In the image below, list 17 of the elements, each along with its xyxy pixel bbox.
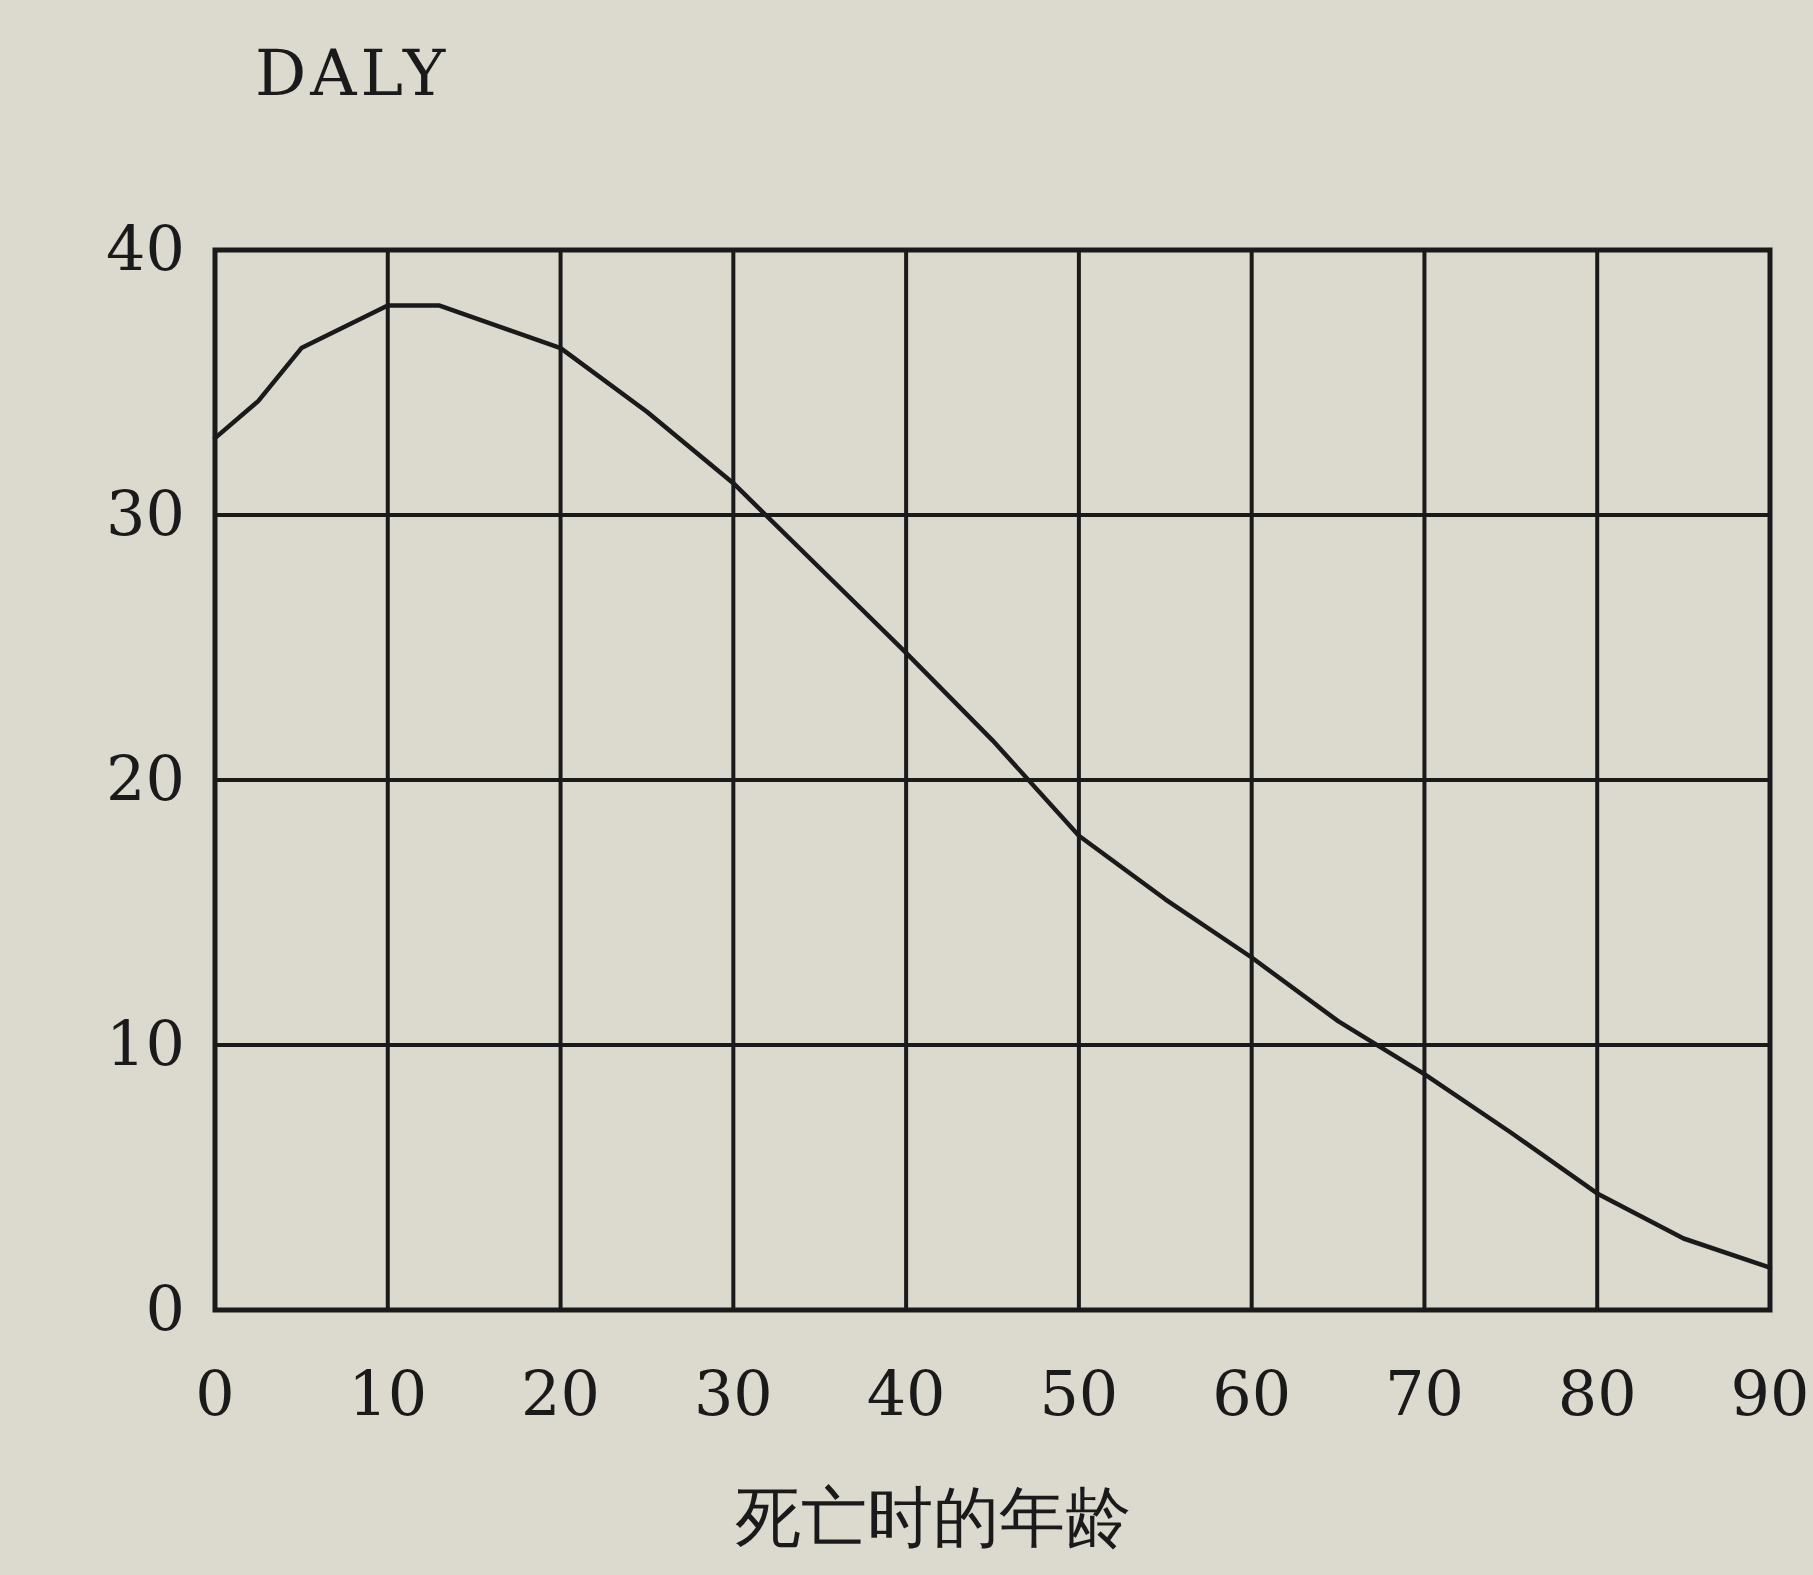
- x-tick-label: 40: [866, 1357, 946, 1430]
- y-tick-label: 0: [145, 1272, 185, 1345]
- x-axis-title: 死亡时的年龄: [734, 1479, 1131, 1556]
- x-tick-label: 10: [348, 1357, 428, 1430]
- x-tick-label: 20: [521, 1357, 601, 1430]
- x-tick-label: 60: [1212, 1357, 1292, 1430]
- y-tick-label: 40: [106, 212, 185, 285]
- x-tick-label: 90: [1730, 1357, 1810, 1430]
- y-tick-label: 20: [106, 742, 185, 815]
- x-tick-label: 0: [195, 1357, 235, 1430]
- y-tick-label: 30: [106, 477, 185, 550]
- x-tick-label: 70: [1384, 1357, 1464, 1430]
- y-tick-label: 10: [106, 1007, 185, 1080]
- x-tick-label: 80: [1557, 1357, 1637, 1430]
- x-tick-label: 50: [1039, 1357, 1119, 1430]
- y-axis-title: DALY: [255, 36, 450, 110]
- x-tick-label: 30: [693, 1357, 773, 1430]
